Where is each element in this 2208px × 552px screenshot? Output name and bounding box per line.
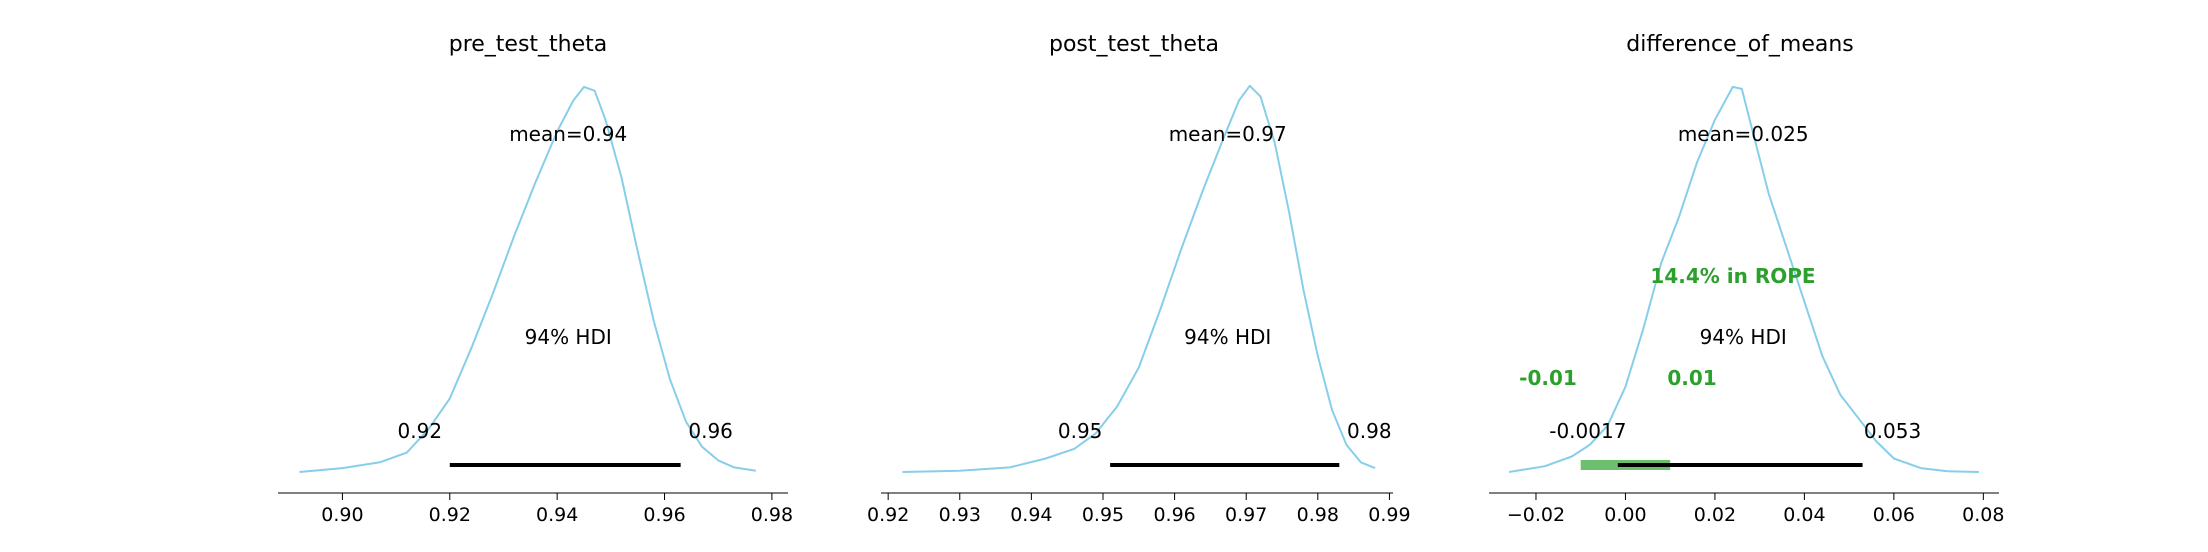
panel-3: difference_of_means mean=0.025 94% HDI -0.0… — [1489, 32, 2004, 526]
panel-title: post_test_theta — [1049, 32, 1219, 57]
x-tick-label: 0.06 — [1873, 504, 1915, 526]
x-tick-label: 0.96 — [643, 504, 685, 526]
density-curve — [902, 84, 1376, 473]
hdi-high-label: 0.053 — [1864, 419, 1921, 443]
panel-title: pre_test_theta — [449, 32, 608, 57]
hdi-low-label: 0.92 — [398, 419, 443, 443]
x-tick-label: 0.94 — [1010, 504, 1052, 526]
hdi-high-label: 0.96 — [688, 419, 733, 443]
x-tick-label: 0.93 — [939, 504, 981, 526]
x-tick-label: 0.04 — [1783, 504, 1825, 526]
density-curve — [299, 85, 756, 473]
x-tick-label: 0.95 — [1082, 504, 1124, 526]
mean-label: mean=0.025 — [1678, 122, 1809, 146]
mean-label: mean=0.94 — [509, 122, 627, 146]
x-tick-label: 0.98 — [751, 504, 793, 526]
x-tick-label: 0.08 — [1962, 504, 2004, 526]
x-tick-label: 0.96 — [1153, 504, 1195, 526]
density-curve — [1508, 85, 1979, 473]
hdi-low-label: -0.0017 — [1549, 419, 1626, 443]
hdi-label: 94% HDI — [525, 325, 612, 349]
panel-1: pre_test_theta mean=0.94 94% HDI 0.92 0.96 0.… — [278, 32, 793, 526]
panel-2: post_test_theta mean=0.97 94% HDI 0.95 0.98 0… — [867, 32, 1411, 526]
rope-low-label: -0.01 — [1519, 366, 1577, 390]
rope-high-label: 0.01 — [1667, 366, 1716, 390]
x-tick-label: 0.90 — [321, 504, 363, 526]
x-tick-label: 0.94 — [536, 504, 578, 526]
x-tick-label: 0.97 — [1225, 504, 1267, 526]
mean-label: mean=0.97 — [1169, 122, 1287, 146]
x-tick-label: −0.02 — [1507, 504, 1565, 526]
x-tick-label: 0.92 — [867, 504, 909, 526]
x-tick-label: 0.02 — [1694, 504, 1736, 526]
x-tick-label: 0.92 — [429, 504, 471, 526]
x-tick-label: 0.99 — [1368, 504, 1410, 526]
hdi-high-label: 0.98 — [1347, 419, 1392, 443]
rope-percentage-label: 14.4% in ROPE — [1650, 264, 1815, 288]
hdi-low-label: 0.95 — [1058, 419, 1103, 443]
hdi-label: 94% HDI — [1700, 325, 1787, 349]
panel-title: difference_of_means — [1626, 32, 1854, 57]
hdi-label: 94% HDI — [1184, 325, 1271, 349]
x-tick-label: 0.98 — [1297, 504, 1339, 526]
x-tick-label: 0.00 — [1604, 504, 1646, 526]
